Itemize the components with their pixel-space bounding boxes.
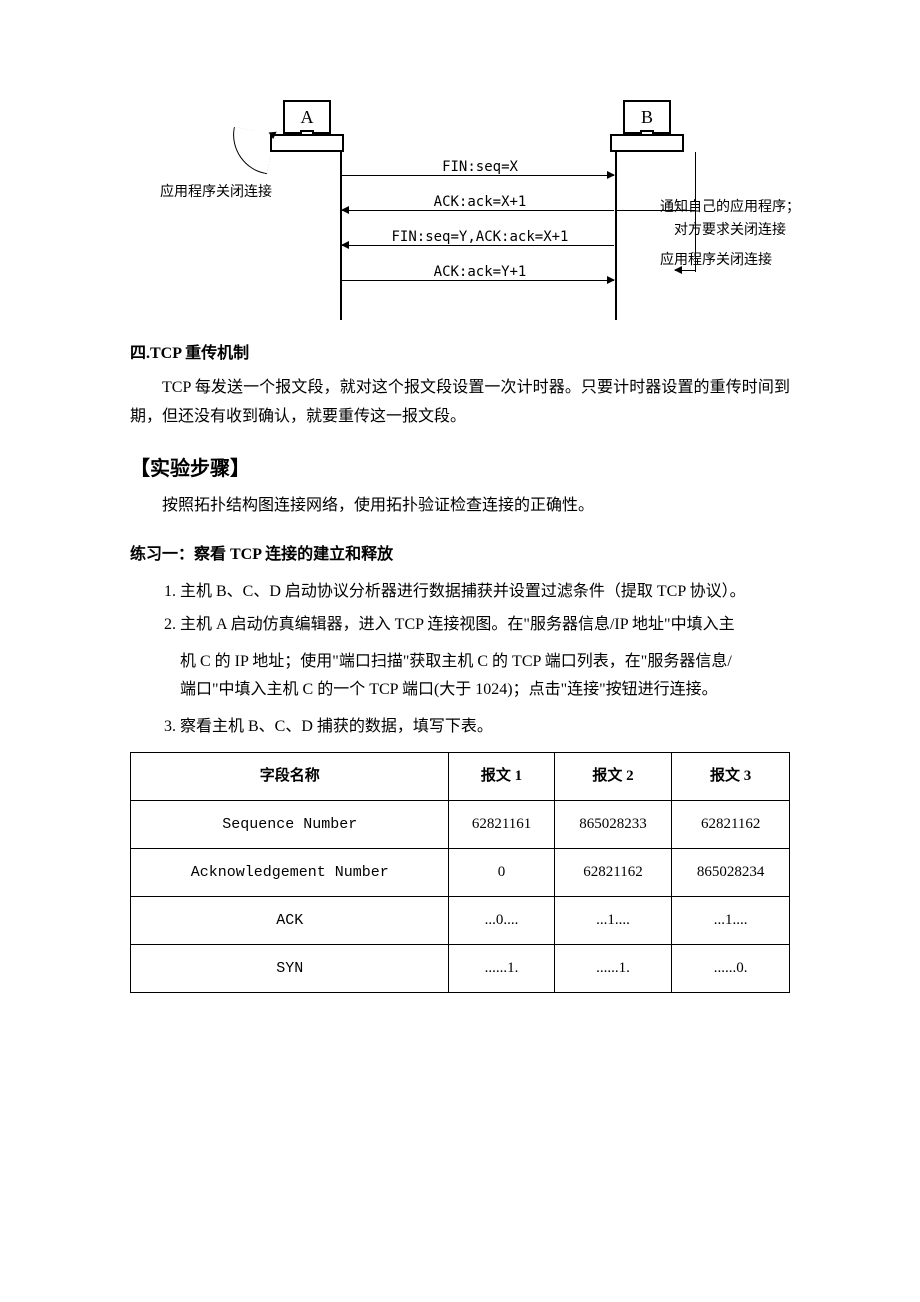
table-row: Sequence Number 62821161 865028233 62821… — [131, 800, 790, 848]
th-pkt2: 报文 2 — [554, 752, 672, 800]
msg-fin-2: FIN:seq=Y,ACK:ack=X+1 — [370, 225, 590, 250]
step-2: 主机 A 启动仿真编辑器，进入 TCP 连接视图。在"服务器信息/IP 地址"中… — [180, 611, 790, 640]
monitor-a: A — [283, 100, 331, 134]
curve-arrow-icon — [227, 127, 274, 174]
section-4-title: 四.TCP 重传机制 — [130, 340, 790, 369]
table-row: ACK ...0.... ...1.... ...1.... — [131, 896, 790, 944]
cell-syn-2: ......1. — [554, 944, 672, 992]
computer-b-icon: B — [610, 100, 680, 150]
cell-ack-3: ...1.... — [672, 896, 790, 944]
exercise-1-title: 练习一：察看 TCP 连接的建立和释放 — [130, 541, 790, 570]
steps-heading: 【实验步骤】 — [130, 451, 790, 487]
th-pkt1: 报文 1 — [449, 752, 554, 800]
table-row: Acknowledgement Number 0 62821162 865028… — [131, 848, 790, 896]
cell-ackn-label: Acknowledgement Number — [131, 848, 449, 896]
right-caption-2: 对方要求关闭连接 — [674, 218, 786, 243]
exercise-steps-list-cont: 察看主机 B、C、D 捕获的数据，填写下表。 — [130, 713, 790, 742]
steps-intro: 按照拓扑结构图连接网络，使用拓扑验证检查连接的正确性。 — [130, 492, 790, 521]
exercise-steps-list: 主机 B、C、D 启动协议分析器进行数据捕获并设置过滤条件（提取 TCP 协议）… — [130, 578, 790, 640]
step-2-line2: 机 C 的 IP 地址；使用"端口扫描"获取主机 C 的 TCP 端口列表，在"… — [180, 648, 790, 677]
right-caption-1: 通知自己的应用程序； — [660, 195, 800, 220]
tcp-close-diagram: A B 应用程序关闭连接 FIN:seq=X ACK:ack=X+1 FIN:s… — [200, 100, 720, 320]
tcp-fields-table: 字段名称 报文 1 报文 2 报文 3 Sequence Number 6282… — [130, 752, 790, 993]
document-page: A B 应用程序关闭连接 FIN:seq=X ACK:ack=X+1 FIN:s… — [0, 0, 920, 1302]
monitor-b: B — [623, 100, 671, 134]
cell-syn-1: ......1. — [449, 944, 554, 992]
cell-syn-label: SYN — [131, 944, 449, 992]
computer-a-icon: A — [270, 100, 340, 150]
cell-syn-3: ......0. — [672, 944, 790, 992]
cell-seq-1: 62821161 — [449, 800, 554, 848]
cell-seq-label: Sequence Number — [131, 800, 449, 848]
th-pkt3: 报文 3 — [672, 752, 790, 800]
cell-ack-label: ACK — [131, 896, 449, 944]
msg-ack-1: ACK:ack=X+1 — [400, 190, 560, 215]
th-field: 字段名称 — [131, 752, 449, 800]
cell-ackn-3: 865028234 — [672, 848, 790, 896]
msg-fin-1: FIN:seq=X — [400, 155, 560, 180]
cell-ack-1: ...0.... — [449, 896, 554, 944]
step-1: 主机 B、C、D 启动协议分析器进行数据捕获并设置过滤条件（提取 TCP 协议）… — [180, 578, 790, 607]
msg-ack-2: ACK:ack=Y+1 — [400, 260, 560, 285]
step-2-line3: 端口"中填入主机 C 的一个 TCP 端口(大于 1024)；点击"连接"按钮进… — [180, 676, 790, 705]
table-row: SYN ......1. ......1. ......0. — [131, 944, 790, 992]
cell-ackn-1: 0 — [449, 848, 554, 896]
cell-seq-2: 865028233 — [554, 800, 672, 848]
cell-ack-2: ...1.... — [554, 896, 672, 944]
table-header-row: 字段名称 报文 1 报文 2 报文 3 — [131, 752, 790, 800]
left-caption: 应用程序关闭连接 — [160, 180, 272, 205]
right-caption-3: 应用程序关闭连接 — [660, 248, 772, 273]
cell-seq-3: 62821162 — [672, 800, 790, 848]
timeline-b — [615, 150, 617, 320]
step-3: 察看主机 B、C、D 捕获的数据，填写下表。 — [180, 713, 790, 742]
cell-ackn-2: 62821162 — [554, 848, 672, 896]
section-4-para: TCP 每发送一个报文段，就对这个报文段设置一次计时器。只要计时器设置的重传时间… — [130, 374, 790, 432]
step-2-line1: 主机 A 启动仿真编辑器，进入 TCP 连接视图。在"服务器信息/IP 地址"中… — [180, 616, 735, 633]
